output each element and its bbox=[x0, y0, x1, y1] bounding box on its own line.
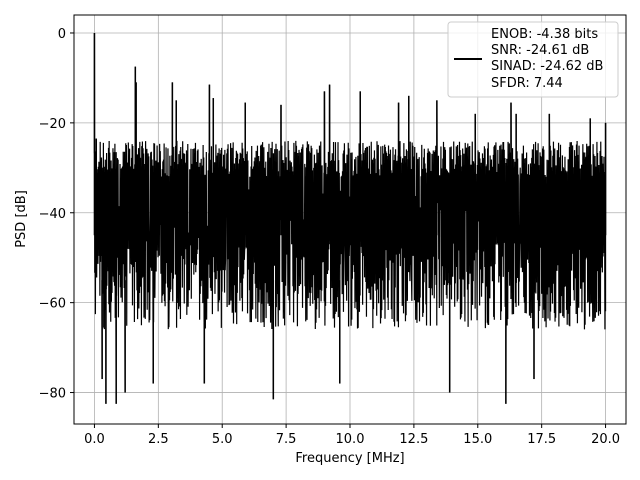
y-axis-label: PSD [dB] bbox=[14, 190, 29, 248]
x-tick-label: 5.0 bbox=[212, 432, 233, 447]
y-tick-label: −60 bbox=[39, 297, 66, 312]
x-tick-label: 15.0 bbox=[463, 432, 492, 447]
y-tick-label: 0 bbox=[58, 27, 66, 42]
y-axis-ticks: 0 −20 −40 −60 −80 bbox=[39, 27, 74, 402]
y-tick-label: −80 bbox=[39, 387, 66, 402]
x-tick-label: 2.5 bbox=[148, 432, 169, 447]
x-axis-ticks: 0.0 2.5 5.0 7.5 10.0 12.5 15.0 17.5 20.0 bbox=[84, 424, 620, 447]
x-tick-label: 10.0 bbox=[336, 432, 365, 447]
legend: ENOB: -4.38 bits SNR: -24.61 dB SINAD: -… bbox=[447, 21, 619, 98]
legend-box bbox=[447, 21, 619, 98]
legend-entry-snr: SNR: -24.61 dB bbox=[491, 43, 589, 58]
y-tick-label: −40 bbox=[39, 207, 66, 222]
x-axis-label: Frequency [MHz] bbox=[295, 451, 404, 466]
x-tick-label: 12.5 bbox=[399, 432, 428, 447]
x-tick-label: 17.5 bbox=[527, 432, 556, 447]
series-layer bbox=[93, 32, 607, 404]
psd-series-line bbox=[93, 32, 607, 404]
x-tick-label: 20.0 bbox=[591, 432, 620, 447]
legend-entry-enob: ENOB: -4.38 bits bbox=[491, 27, 598, 42]
legend-entry-sfdr: SFDR: 7.44 bbox=[491, 76, 563, 91]
y-tick-label: −20 bbox=[39, 117, 66, 132]
x-tick-label: 0.0 bbox=[84, 432, 105, 447]
x-tick-label: 7.5 bbox=[276, 432, 297, 447]
legend-entry-sinad: SINAD: -24.62 dB bbox=[491, 59, 603, 74]
